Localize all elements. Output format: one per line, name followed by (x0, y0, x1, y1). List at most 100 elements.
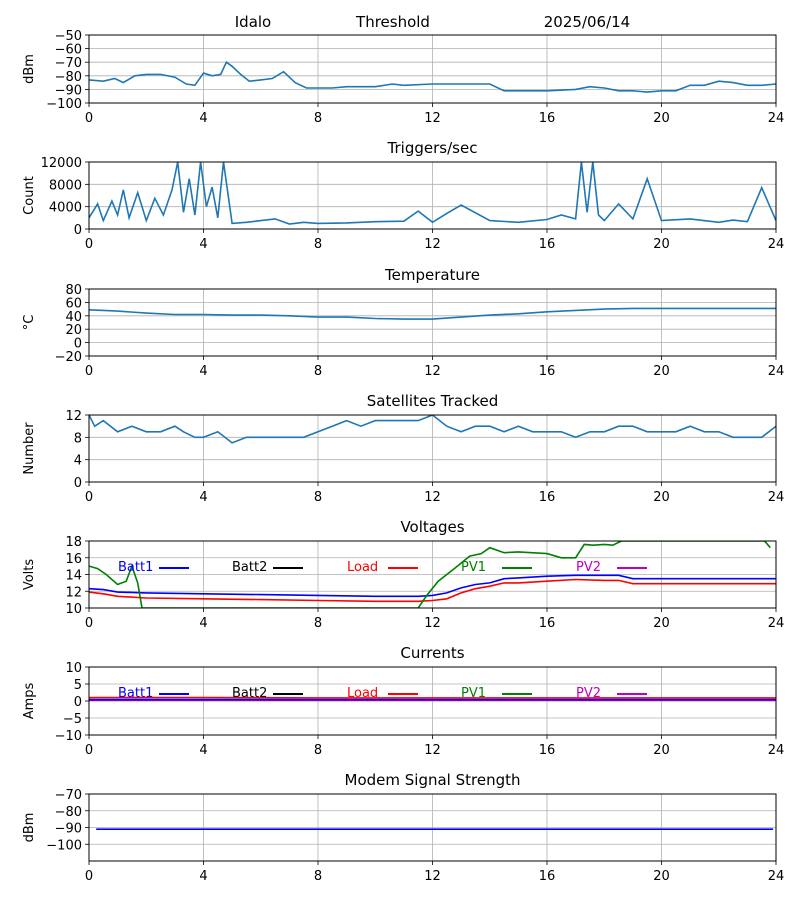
y-tick-label: 0 (74, 337, 82, 352)
x-tick-label: 20 (653, 364, 670, 379)
y-tick-label: 12 (65, 585, 82, 600)
chart-title: Voltages (400, 518, 464, 536)
legend-label-pv1: PV1 (461, 560, 486, 575)
y-axis-label: dBm (22, 813, 37, 843)
x-tick-label: 24 (768, 616, 785, 631)
x-tick-label: 20 (653, 111, 670, 126)
x-tick-label: 24 (768, 490, 785, 505)
x-tick-label: 16 (539, 743, 556, 758)
x-tick-label: 8 (314, 364, 322, 379)
chart-panel-6: 0 4 8 12 16 20 24 −10 −5 0 5 10 Currents Amps Batt1 Bat… (22, 644, 784, 758)
x-tick-label: 24 (768, 364, 785, 379)
series-line-1 (89, 307, 776, 320)
x-tick-label: 12 (424, 237, 441, 252)
x-tick-label: 12 (424, 490, 441, 505)
y-tick-label: −5 (63, 712, 82, 727)
x-tick-label: 0 (85, 237, 93, 252)
axes-frame (88, 540, 777, 609)
legend-label-pv1: PV1 (461, 686, 486, 701)
y-axis-label: Count (22, 176, 37, 215)
y-tick-label: 5 (74, 678, 82, 693)
y-tick-label: 14 (65, 569, 82, 584)
y-tick-label: −70 (55, 56, 82, 71)
x-tick-label: 0 (85, 743, 93, 758)
x-tick-label: 24 (768, 237, 785, 252)
chart-panel-2: 0 4 8 12 16 20 24 0 4000 8000 12000 Triggers/sec Cou… (22, 139, 784, 252)
chart-panel-4: 0 4 8 12 16 20 24 0 4 8 12 Satellites Tracked Number (22, 392, 784, 505)
x-tick-label: 16 (539, 616, 556, 631)
series-line-pv1 (89, 541, 771, 608)
x-tick-label: 4 (199, 616, 207, 631)
chart-title: Triggers/sec (387, 139, 478, 157)
chart-title: Currents (400, 644, 464, 662)
x-tick-label: 4 (199, 743, 207, 758)
header-date: 2025/06/14 (544, 13, 630, 31)
series-line-batt1 (89, 574, 776, 598)
y-tick-label: −70 (55, 788, 82, 803)
y-tick-label: −80 (55, 70, 82, 85)
x-tick-label: 4 (199, 490, 207, 505)
y-tick-label: 0 (74, 695, 82, 710)
x-tick-label: 0 (85, 869, 93, 884)
x-tick-label: 20 (653, 237, 670, 252)
chart-panel-7: 0 4 8 12 16 20 24 −70 −80 −90−100 Modem Signal Str… (22, 771, 784, 884)
header-subtitle: Threshold (355, 13, 430, 31)
axes-frame (88, 666, 777, 736)
y-tick-label: 18 (65, 535, 82, 550)
y-tick-label: 12 (65, 409, 82, 424)
y-tick-label: −10 (55, 729, 82, 744)
x-tick-label: 20 (653, 490, 670, 505)
chart-panel-1: 0 4 8 12 16 20 24 −50−60−70−80−90−100 dBm (22, 29, 784, 126)
legend-label-load: Load (347, 686, 378, 701)
x-tick-label: 12 (424, 364, 441, 379)
y-tick-label: −80 (55, 805, 82, 820)
x-tick-label: 0 (85, 364, 93, 379)
x-tick-label: 12 (424, 869, 441, 884)
y-axis-label: Number (22, 422, 37, 475)
y-tick-label: 80 (65, 283, 82, 298)
y-tick-label: 8000 (49, 178, 82, 193)
y-tick-label: −50 (55, 29, 82, 44)
x-tick-label: 24 (768, 743, 785, 758)
x-tick-label: 8 (314, 490, 322, 505)
series-line-1 (89, 162, 776, 225)
y-tick-label: 0 (74, 476, 82, 491)
x-tick-label: 0 (85, 616, 93, 631)
x-tick-label: 0 (85, 490, 93, 505)
y-axis-label: Amps (22, 682, 37, 719)
axes-frame (88, 414, 777, 483)
y-tick-label: 0 (74, 223, 82, 238)
y-tick-label: 4 (74, 454, 82, 469)
x-tick-label: 16 (539, 111, 556, 126)
x-tick-label: 12 (424, 743, 441, 758)
y-tick-label: 12000 (41, 156, 82, 171)
y-tick-label: 4000 (49, 201, 82, 216)
y-axis-label: dBm (22, 54, 37, 84)
y-tick-label: −90 (55, 822, 82, 837)
x-tick-label: 8 (314, 616, 322, 631)
x-tick-label: 24 (768, 869, 785, 884)
series-line-load (89, 578, 776, 603)
x-tick-label: 24 (768, 111, 785, 126)
x-tick-label: 4 (199, 869, 207, 884)
x-tick-label: 16 (539, 364, 556, 379)
chart-title: Modem Signal Strength (345, 771, 521, 789)
x-tick-label: 20 (653, 869, 670, 884)
y-tick-label: 10 (65, 661, 82, 676)
x-tick-label: 8 (314, 743, 322, 758)
legend-label-batt2: Batt2 (232, 560, 267, 575)
chart-title: Temperature (384, 266, 480, 284)
y-tick-label: 8 (74, 431, 82, 446)
axes-frame (88, 161, 777, 230)
x-tick-label: 8 (314, 869, 322, 884)
x-tick-label: 12 (424, 111, 441, 126)
x-tick-label: 4 (199, 364, 207, 379)
x-tick-label: 12 (424, 616, 441, 631)
x-tick-label: 20 (653, 616, 670, 631)
axes-frame (88, 793, 777, 862)
y-tick-label: 40 (65, 310, 82, 325)
y-axis-label: °C (22, 315, 37, 331)
